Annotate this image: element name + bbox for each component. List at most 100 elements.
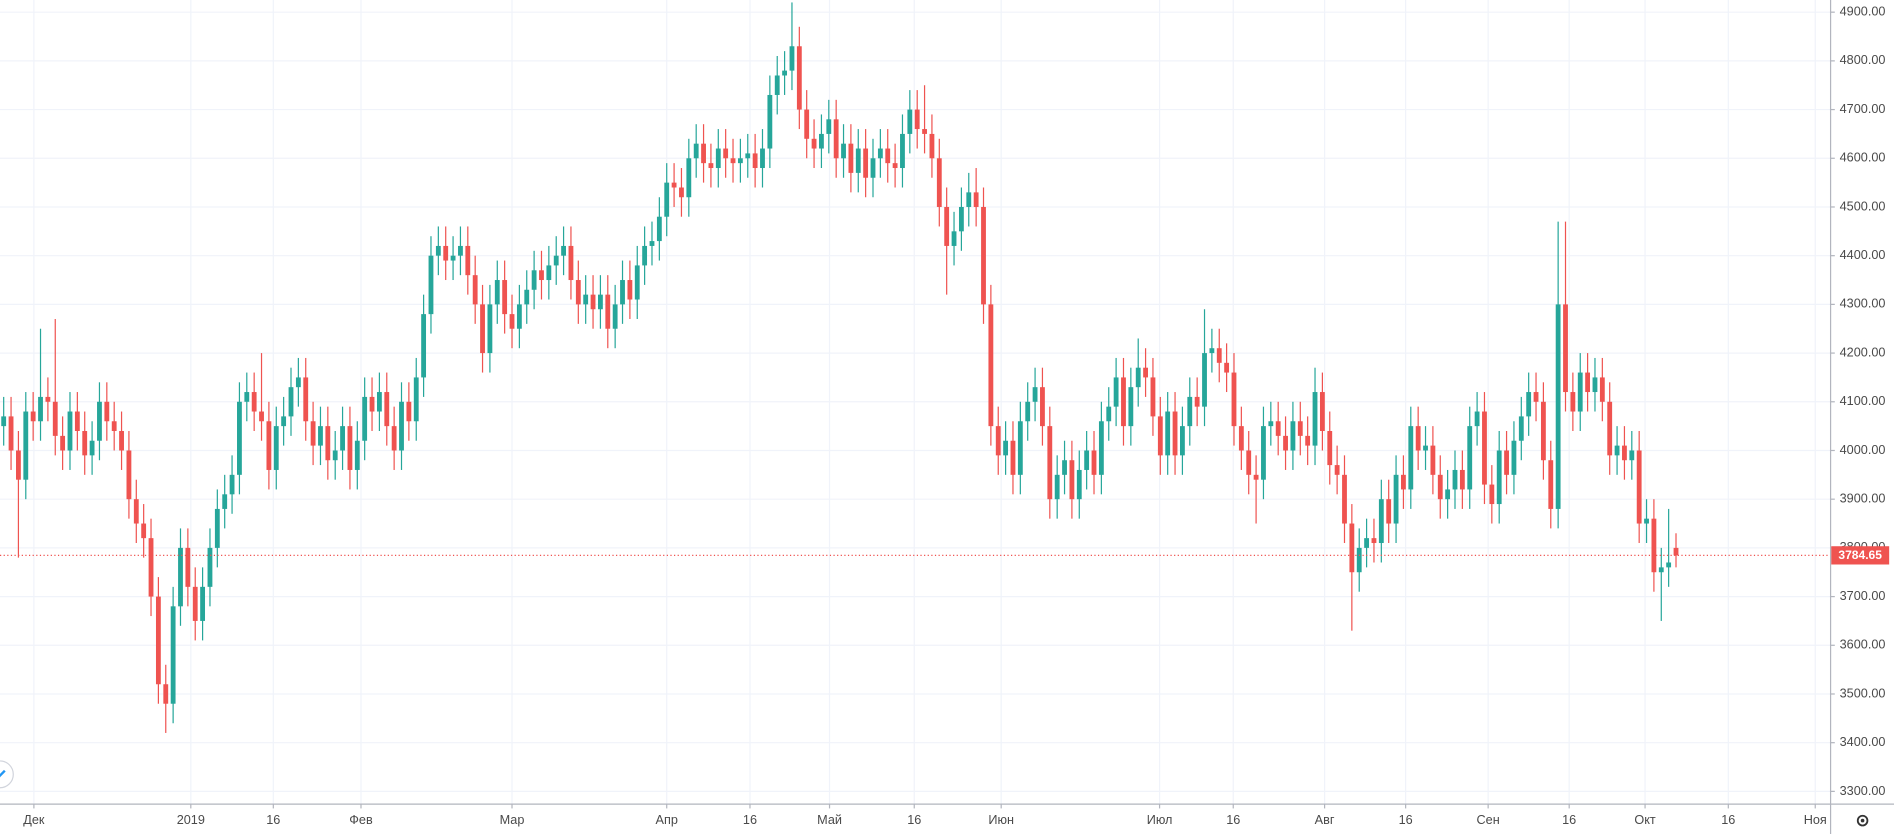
candle-body	[487, 304, 493, 354]
candle-body	[126, 450, 132, 500]
candle-body	[914, 109, 920, 130]
candle-body	[502, 280, 508, 315]
candle-body	[391, 426, 397, 451]
candle-body	[354, 440, 360, 470]
scroll-icon[interactable]	[0, 769, 6, 780]
y-tick-label: 4300.00	[1840, 296, 1886, 311]
candle-body	[1202, 353, 1207, 407]
candle-body	[656, 216, 662, 242]
candle-body	[671, 182, 677, 188]
candle-body	[1504, 450, 1509, 475]
x-tick-label: Фев	[349, 812, 373, 827]
candle-body	[428, 255, 434, 315]
candle-body	[1636, 450, 1642, 524]
candle-body	[1179, 426, 1185, 456]
x-tick-label: Окт	[1634, 812, 1656, 827]
grid	[0, 0, 1835, 809]
candle-body	[251, 392, 257, 412]
y-tick-label: 4900.00	[1840, 4, 1886, 19]
y-tick-label: 4200.00	[1840, 344, 1886, 359]
candle-body	[1047, 426, 1053, 500]
candle-body	[1629, 450, 1635, 461]
candle-body	[509, 314, 515, 329]
candle-body	[907, 109, 913, 134]
candle-body	[119, 431, 124, 451]
candle-body	[104, 401, 110, 422]
candle-body	[546, 265, 552, 281]
candle-body	[811, 138, 817, 149]
x-tick-label: Май	[817, 812, 842, 827]
candle-body	[782, 70, 788, 76]
candle-body	[1062, 460, 1067, 475]
candle-body	[1540, 401, 1546, 461]
candle-body	[1253, 474, 1259, 480]
candle-body	[1658, 567, 1664, 573]
candle-body	[214, 508, 220, 548]
candle-body	[958, 206, 964, 232]
candle-body	[1393, 474, 1399, 524]
candle-body	[951, 231, 957, 246]
candle-body	[745, 153, 751, 159]
candle-body	[237, 401, 242, 475]
candle-body	[1651, 518, 1657, 573]
x-tick-label: 16	[1399, 812, 1413, 827]
candle-body	[1356, 547, 1362, 573]
y-tick-label: 3500.00	[1840, 685, 1886, 700]
settings-icon[interactable]	[1856, 814, 1869, 827]
y-tick-label: 4000.00	[1840, 442, 1886, 457]
candle-body	[539, 270, 544, 281]
x-tick-label: Ноя	[1804, 812, 1827, 827]
candle-body	[708, 163, 714, 169]
candle-body	[686, 158, 692, 198]
candle-body	[737, 158, 743, 164]
candle-body	[207, 547, 213, 587]
candle-body	[1459, 469, 1465, 490]
candle-body	[1098, 421, 1104, 475]
scroll-button[interactable]	[0, 760, 14, 789]
candle-body	[1216, 348, 1222, 363]
candle-body	[981, 206, 986, 305]
candle-body	[634, 265, 640, 300]
candle-body	[524, 289, 530, 305]
candle-body	[553, 255, 559, 266]
candle-body	[1614, 445, 1620, 456]
candle-body	[1511, 440, 1517, 475]
x-tick-label: 16	[743, 812, 757, 827]
candle-body	[1570, 392, 1576, 412]
candle-body	[1599, 377, 1605, 402]
candle-body	[273, 426, 279, 470]
candle-body	[295, 377, 301, 388]
candle-body	[988, 304, 994, 427]
candle-body	[1054, 474, 1060, 500]
candle-body	[1319, 392, 1325, 432]
candle-body	[1135, 367, 1141, 388]
candle-body	[384, 392, 390, 427]
candle-body	[406, 401, 412, 422]
candle-body	[332, 450, 338, 461]
candle-body	[1157, 416, 1163, 456]
candle-body	[929, 133, 935, 159]
candle-body	[1518, 416, 1524, 441]
candle-body	[229, 474, 235, 495]
candle-body	[141, 523, 147, 539]
candle-body	[1334, 465, 1340, 475]
candle-body	[38, 396, 43, 422]
candle-body	[170, 606, 176, 704]
settings-button[interactable]	[1856, 814, 1869, 827]
candle-body	[244, 392, 250, 402]
candle-body	[877, 148, 883, 159]
candle-body	[362, 396, 368, 441]
candle-body	[1482, 411, 1487, 485]
x-tick-label: Мар	[500, 812, 525, 827]
candle-body	[16, 450, 21, 480]
candles	[1, 2, 1679, 733]
candle-body	[413, 377, 419, 422]
candle-body	[642, 245, 648, 266]
candle-body	[340, 426, 345, 451]
candle-body	[185, 547, 191, 587]
candle-body	[701, 143, 706, 164]
candle-body	[1128, 387, 1134, 427]
overlay: 3300.003400.003500.003600.003700.003800.…	[0, 4, 1890, 827]
settings-icon-center[interactable]	[1860, 818, 1865, 823]
